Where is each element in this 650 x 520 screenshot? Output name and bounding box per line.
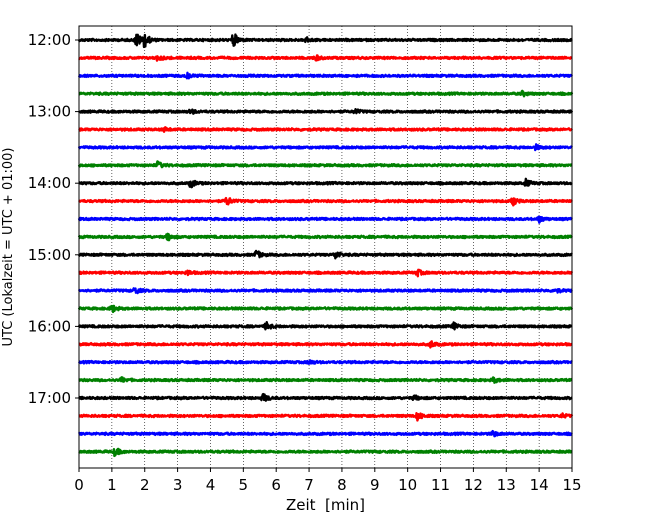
x-tick-label: 9 — [370, 476, 380, 494]
x-tick-label: 2 — [140, 476, 150, 494]
trace-line-1415 — [78, 196, 573, 207]
trace-line-1615 — [78, 340, 573, 349]
x-tick-label: 5 — [239, 476, 249, 494]
x-axis: 0 1 2 3 4 5 6 7 8 9 10 11 12 13 14 15 — [74, 468, 582, 494]
y-tick-label: 17:00 — [28, 389, 71, 407]
trace-line-1745 — [78, 447, 573, 458]
x-axis-label: Zeit [min] — [286, 496, 365, 514]
x-tick-label: 7 — [304, 476, 314, 494]
trace-line-1545 — [77, 304, 574, 314]
trace-line-1330 — [77, 143, 573, 152]
x-tick-label: 3 — [173, 476, 183, 494]
x-tick-label: 1 — [107, 476, 117, 494]
trace-line-1500 — [77, 249, 573, 260]
trace-line-1700 — [78, 392, 573, 402]
trace-line-1400 — [78, 177, 573, 189]
y-axis: 12:00 13:00 14:00 15:00 16:00 17:00 — [28, 31, 79, 407]
trace-line-1345 — [77, 160, 573, 169]
x-tick-label: 15 — [562, 476, 581, 494]
x-tick-label: 10 — [398, 476, 417, 494]
x-tick-label: 11 — [431, 476, 450, 494]
x-tick-label: 4 — [206, 476, 216, 494]
trace-line-1315 — [78, 126, 573, 133]
x-tick-label: 13 — [497, 476, 516, 494]
trace-line-1530 — [77, 287, 573, 295]
plot-frame — [78, 25, 573, 469]
trace-line-1200 — [77, 33, 573, 49]
y-axis-label: UTC (Lokalzeit = UTC + 01:00) — [1, 148, 16, 347]
trace-line-1645 — [78, 376, 573, 384]
trace-line-1715 — [78, 412, 574, 422]
x-tick-label: 8 — [337, 476, 347, 494]
trace-line-1730 — [77, 429, 573, 438]
x-tick-label: 0 — [74, 476, 84, 494]
trace-line-1300 — [77, 108, 574, 115]
x-tick-label: 6 — [271, 476, 281, 494]
trace-line-1600 — [77, 320, 573, 331]
trace-line-1215 — [78, 54, 573, 62]
y-tick-label: 13:00 — [28, 103, 71, 121]
trace-line-1515 — [78, 268, 574, 278]
y-tick-label: 15:00 — [28, 246, 71, 264]
y-tick-label: 14:00 — [28, 174, 71, 192]
trace-line-1230 — [77, 71, 573, 80]
trace-line-1245 — [78, 89, 574, 98]
trace-line-1430 — [77, 215, 573, 224]
trace-line-1445 — [77, 232, 573, 242]
x-tick-label: 14 — [530, 476, 549, 494]
y-tick-label: 12:00 — [28, 31, 71, 49]
trace-group — [77, 33, 574, 458]
x-tick-label: 12 — [464, 476, 483, 494]
trace-line-1630 — [77, 359, 573, 365]
y-tick-label: 16:00 — [28, 317, 71, 335]
